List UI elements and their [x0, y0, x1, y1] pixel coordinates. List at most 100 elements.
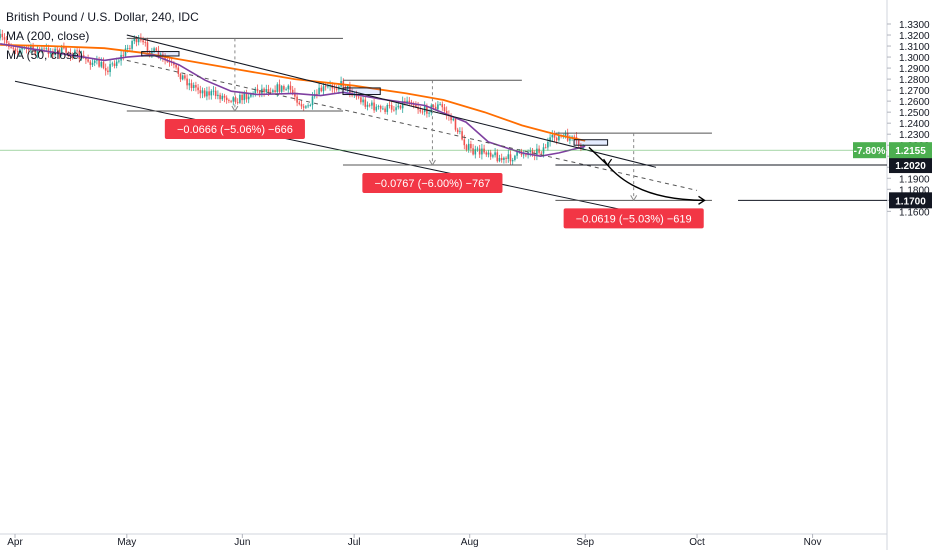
- candle-body: [186, 78, 188, 86]
- price-tick-label: 1.2600: [899, 97, 930, 108]
- candle-body: [302, 106, 305, 108]
- candle-body: [470, 143, 472, 149]
- candle-body: [272, 90, 274, 93]
- candle-body: [236, 102, 239, 103]
- candle-body: [214, 90, 217, 97]
- candle-body: [316, 93, 318, 95]
- candle-body: [573, 136, 576, 138]
- candle-body: [390, 105, 393, 110]
- time-tick-label: Jun: [234, 537, 250, 548]
- candle-body: [111, 63, 114, 65]
- candle-body: [148, 51, 151, 54]
- candle-body: [27, 48, 30, 50]
- candle-body: [445, 111, 448, 115]
- candle-body: [232, 97, 235, 102]
- candle-body: [456, 129, 459, 133]
- candle-body: [78, 51, 81, 59]
- candle-body: [307, 105, 309, 107]
- projection-arrow: [588, 146, 705, 202]
- candle-body: [181, 75, 184, 80]
- candle-body: [41, 48, 43, 51]
- price-tick-label: 1.3300: [899, 20, 930, 31]
- candle-body: [439, 104, 441, 105]
- candle-body: [386, 104, 389, 112]
- candle-body: [234, 97, 237, 103]
- candle-body: [129, 48, 131, 49]
- candle-body: [298, 102, 301, 105]
- candle-body: [241, 94, 243, 101]
- ma50-legend[interactable]: MA (50, close): [6, 48, 83, 62]
- price-tick-label: 1.3000: [899, 53, 930, 64]
- candle-body: [327, 86, 329, 88]
- price-tick-label: 1.2300: [899, 130, 930, 141]
- candle-body: [505, 157, 507, 159]
- candle-body: [142, 40, 144, 43]
- candle-body: [153, 48, 155, 52]
- candle-body: [177, 67, 180, 74]
- candle-body: [300, 104, 303, 107]
- candle-body: [371, 102, 373, 106]
- measure-label: −0.0619 (−5.03%) −619: [576, 213, 692, 225]
- candle-body: [239, 94, 241, 103]
- candle-body: [71, 56, 74, 58]
- candle-body: [89, 61, 92, 65]
- candle-body: [21, 47, 23, 50]
- candle-body: [434, 106, 437, 110]
- time-tick-label: Nov: [804, 537, 822, 548]
- candle-body: [124, 48, 127, 56]
- highlight-box: [342, 87, 381, 96]
- time-tick-label: Sep: [576, 537, 594, 548]
- candle-body: [12, 47, 15, 49]
- channel-upper-line: [126, 34, 657, 168]
- candle-body: [377, 106, 380, 107]
- candle-body: [87, 59, 89, 62]
- candle-body: [362, 99, 364, 103]
- candle-body: [219, 94, 221, 100]
- candle-body: [412, 104, 415, 106]
- candle-body: [549, 137, 551, 142]
- candle-body: [318, 87, 320, 95]
- candle-body: [157, 50, 160, 57]
- candle-body: [45, 48, 48, 50]
- candle-body: [496, 152, 499, 162]
- current-price-label-bg: [889, 142, 932, 159]
- level-1-label-bg: [889, 157, 932, 174]
- candle-body: [256, 88, 259, 92]
- candle-body: [305, 106, 307, 108]
- candle-body: [107, 70, 109, 73]
- candle-body: [423, 105, 426, 112]
- candle-body: [487, 152, 490, 155]
- candle-body: [553, 135, 556, 138]
- candle-body: [56, 48, 59, 50]
- candle-body: [265, 89, 268, 93]
- candle-body: [577, 140, 580, 146]
- symbol-title[interactable]: British Pound / U.S. Dollar, 240, IDC: [6, 10, 199, 24]
- ma50-line: [0, 43, 586, 158]
- current-change-label-bg: [853, 142, 886, 159]
- candle-body: [476, 148, 479, 150]
- candle-body: [58, 49, 61, 55]
- candle-body: [430, 105, 433, 113]
- candle-body: [195, 85, 197, 88]
- channel-mid-line: [126, 59, 698, 191]
- candle-body: [104, 68, 107, 71]
- candle-body: [485, 152, 488, 155]
- candle-body: [137, 37, 140, 43]
- candle-body: [63, 47, 65, 49]
- candle-body: [5, 39, 8, 44]
- candle-body: [346, 85, 349, 89]
- chart-legend: British Pound / U.S. Dollar, 240, IDC MA…: [6, 8, 199, 65]
- ma200-legend[interactable]: MA (200, close): [6, 29, 90, 43]
- candle-body: [19, 49, 21, 53]
- time-tick-label: Oct: [689, 537, 705, 548]
- candle-body: [309, 105, 312, 106]
- candle-body: [280, 86, 283, 92]
- candle-body: [43, 48, 45, 50]
- candle-body: [82, 55, 85, 58]
- candle-body: [146, 42, 149, 52]
- candle-body: [311, 96, 314, 106]
- highlight-box: [573, 139, 609, 146]
- channel-lower-line: [14, 80, 657, 218]
